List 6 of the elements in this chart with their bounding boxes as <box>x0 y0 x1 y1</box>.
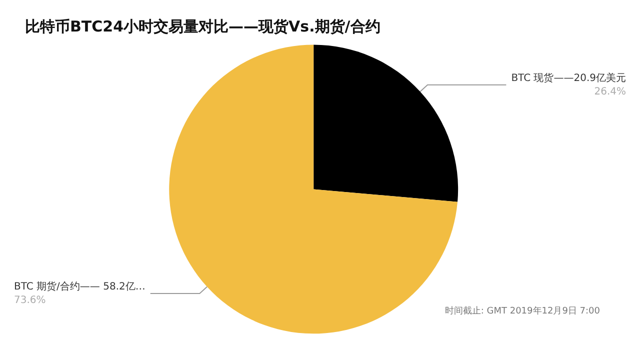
slice-label: BTC 期货/合约—— 58.2亿… <box>14 280 146 293</box>
slice-label: BTC 现货——20.9亿美元 <box>511 72 626 84</box>
chart-title: 比特币BTC24小时交易量对比——现货Vs.期货/合约 <box>25 18 380 36</box>
data-label: 26.4% <box>594 86 626 98</box>
text: 时间截止: GMT 2019年12月9日 7:00 <box>444 306 600 316</box>
data-label: 73.6% <box>14 295 46 306</box>
